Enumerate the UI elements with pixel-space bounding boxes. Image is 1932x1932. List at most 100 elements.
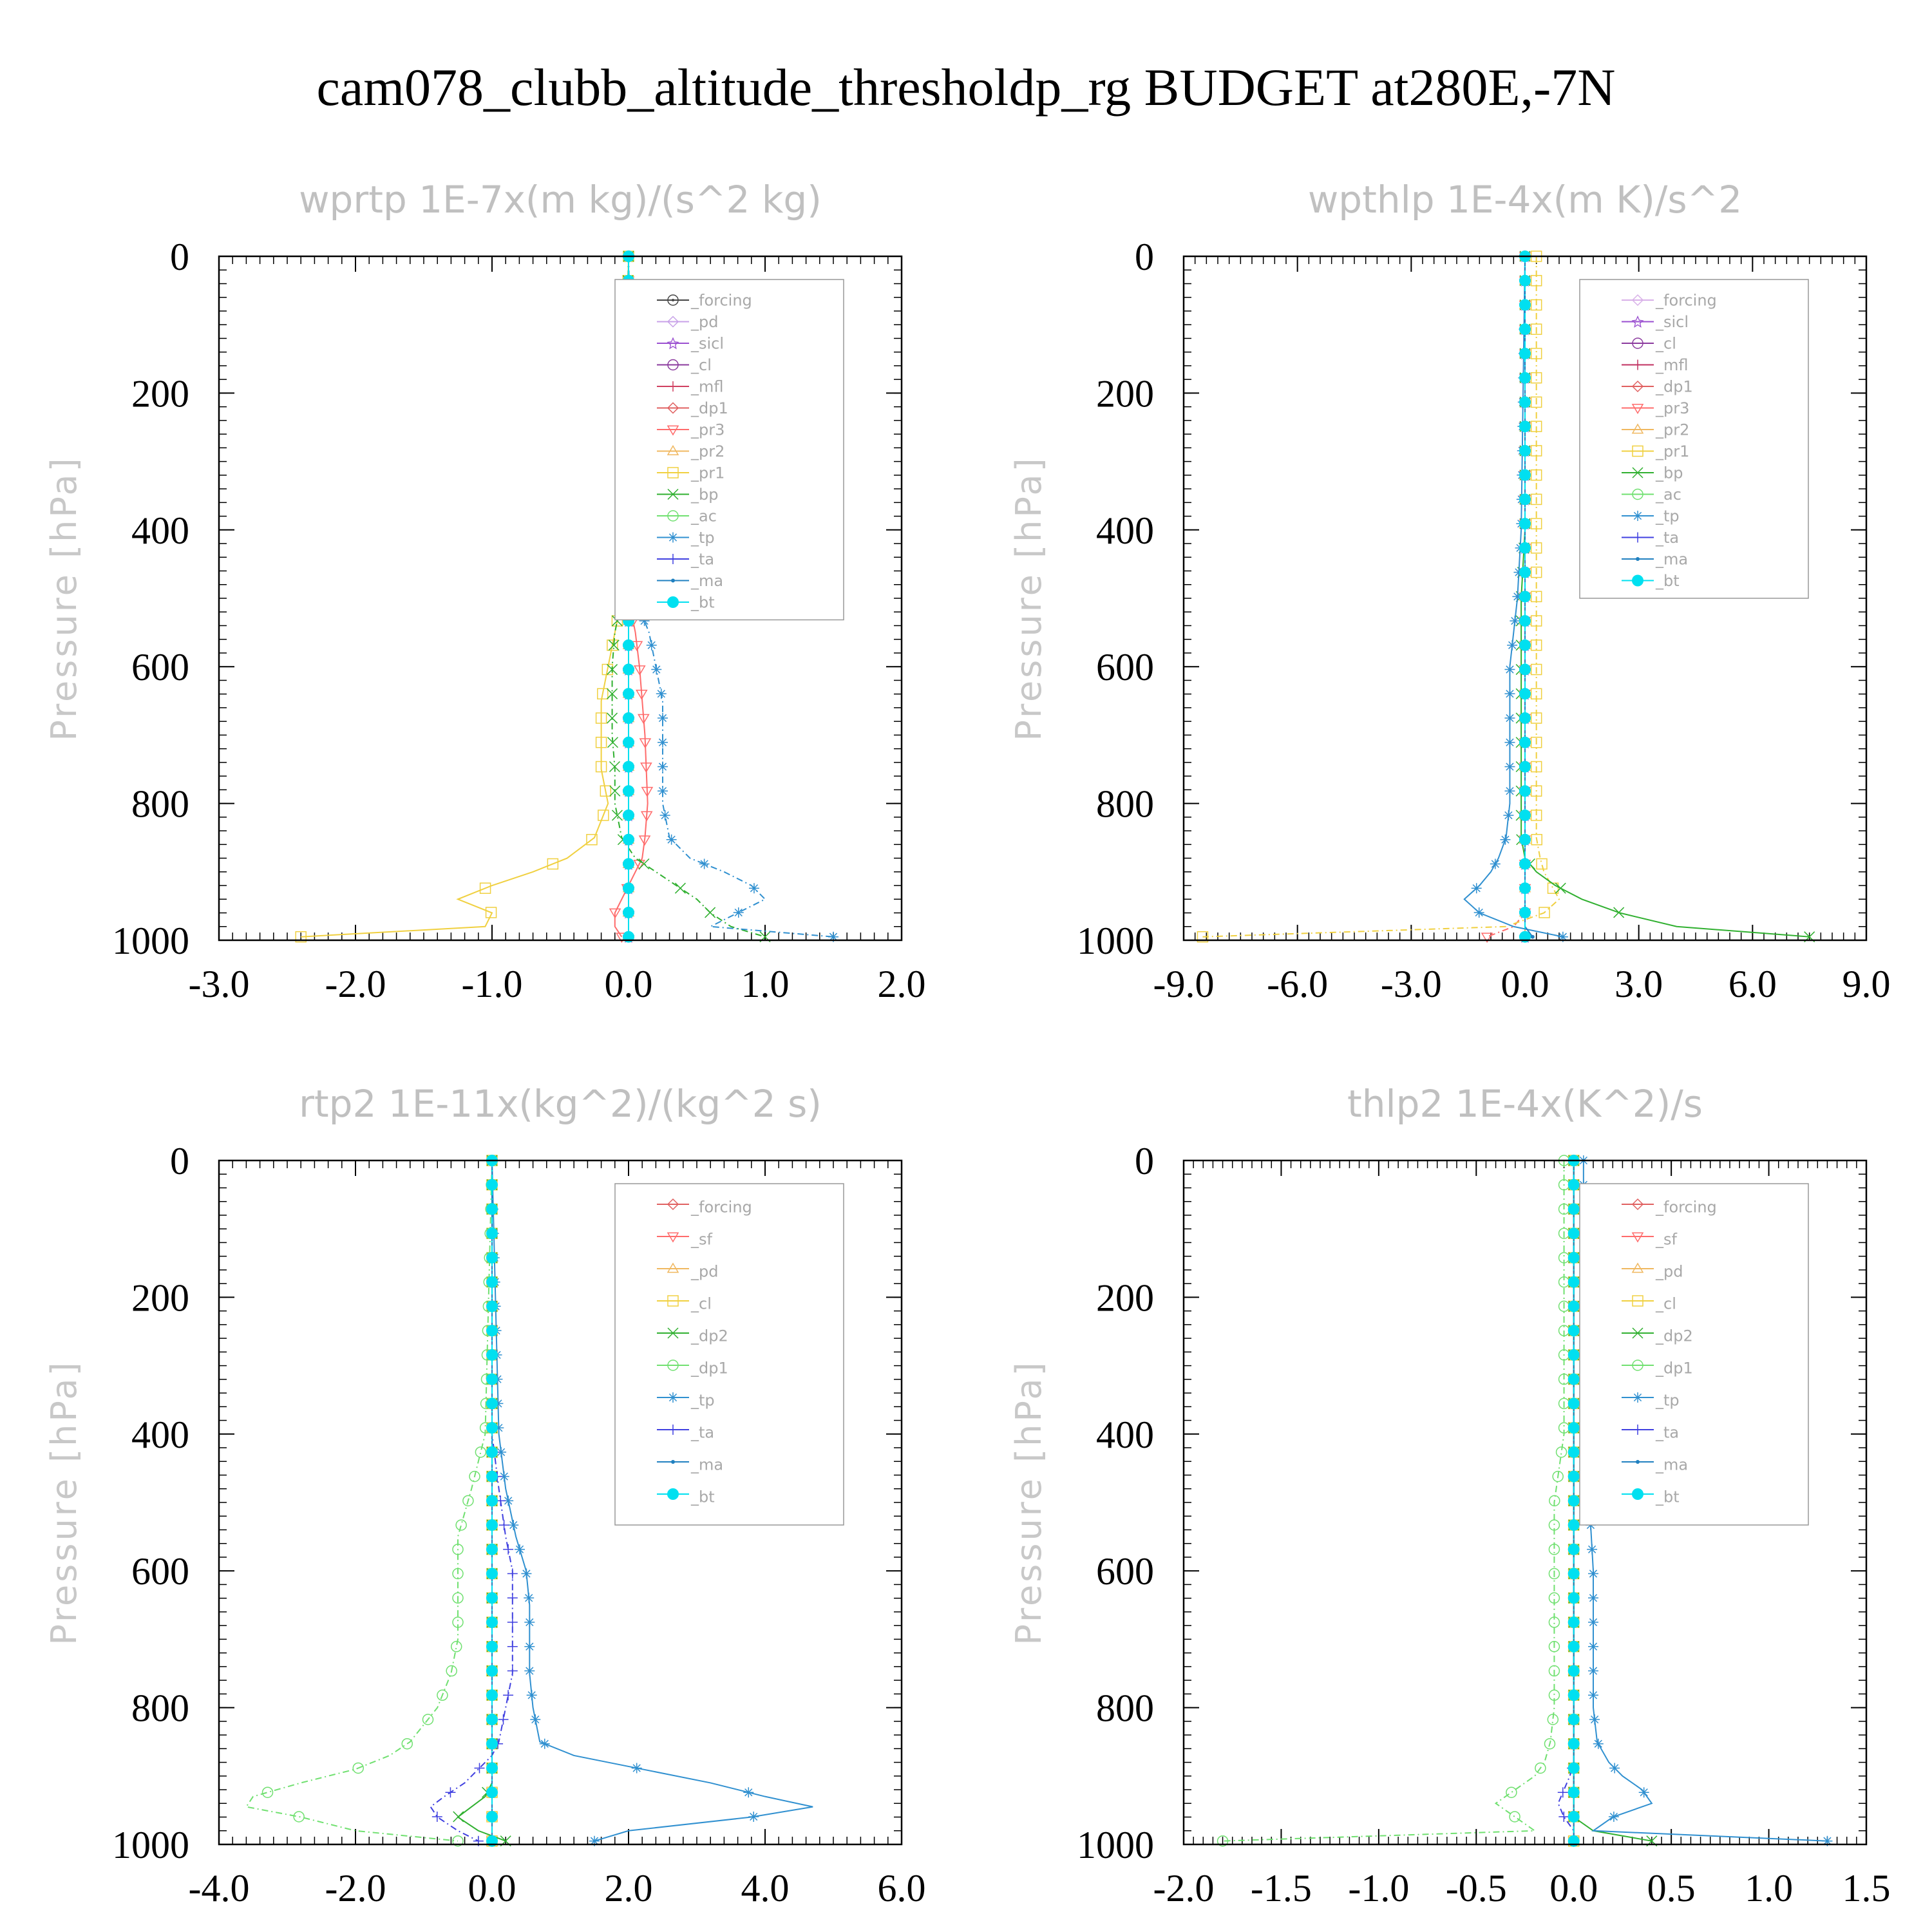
legend-marker — [1636, 1460, 1640, 1464]
legend-box — [614, 279, 844, 621]
data-point — [498, 1471, 509, 1482]
data-point — [1509, 1811, 1520, 1823]
data-point — [401, 1738, 413, 1750]
data-point — [640, 811, 653, 822]
series-tp — [1463, 251, 1568, 942]
legend-marker — [1631, 1232, 1644, 1243]
legend-item: _ta — [657, 550, 714, 568]
legend-marker — [1632, 1488, 1643, 1500]
data-point — [1638, 1787, 1649, 1798]
x-tick-label: 6.0 — [878, 1867, 926, 1909]
data-point — [623, 858, 634, 870]
legend-marker — [667, 1359, 679, 1371]
data-point — [1588, 1617, 1598, 1628]
x-tick-label: -0.5 — [1446, 1867, 1507, 1909]
x-tick-label: -2.0 — [325, 1867, 386, 1909]
data-point — [493, 1398, 504, 1409]
data-point — [486, 1179, 498, 1191]
data-point — [1555, 882, 1566, 894]
legend-label: _bp — [690, 486, 718, 504]
data-point — [1548, 1665, 1560, 1677]
legend-item: _dp1 — [1622, 1359, 1693, 1378]
data-point — [1567, 1738, 1580, 1750]
data-point — [658, 713, 668, 724]
data-point — [486, 1713, 498, 1725]
data-point — [1519, 421, 1531, 433]
data-point — [1530, 934, 1535, 939]
data-point — [646, 639, 657, 650]
legend-item: _mfl — [1622, 356, 1689, 374]
data-point — [486, 1738, 498, 1750]
legend-label: _forcing — [1655, 1198, 1717, 1217]
panel-title: wpthlp 1E-4x(m K)/s^2 — [1308, 178, 1742, 222]
y-tick-label: 1000 — [112, 1824, 189, 1866]
data-point — [445, 1787, 456, 1798]
data-point — [1549, 1495, 1560, 1507]
legend-label: _ta — [690, 550, 714, 568]
data-point — [1555, 1446, 1567, 1458]
data-point — [1500, 834, 1511, 845]
data-point — [1519, 542, 1531, 554]
data-point — [498, 1714, 509, 1725]
legend-item: _bt — [657, 1488, 715, 1506]
legend-item: _pr3 — [657, 421, 724, 439]
x-tick-label: -3.0 — [189, 963, 250, 1005]
legend-item: _forcing — [1622, 291, 1717, 309]
data-point — [623, 785, 634, 797]
x-tick-label: 0.0 — [1549, 1867, 1598, 1909]
legend-item: _ac — [657, 507, 717, 525]
data-point — [1197, 931, 1209, 943]
data-point — [1530, 761, 1542, 773]
legend-label: _bt — [690, 1488, 715, 1506]
y-tick-label: 1000 — [1077, 1824, 1154, 1866]
data-point — [1536, 858, 1548, 870]
legend-label: _ma — [690, 1456, 723, 1474]
legend-label: _cl — [1655, 1295, 1676, 1313]
data-point — [486, 1616, 498, 1629]
data-point — [638, 714, 650, 724]
data-point — [507, 1665, 518, 1676]
data-point — [743, 1787, 754, 1798]
data-point — [1519, 444, 1531, 457]
legend-item: _bp — [1622, 464, 1683, 482]
y-tick-label: 200 — [131, 1276, 189, 1319]
legend-marker — [667, 359, 679, 371]
data-point — [1557, 1787, 1568, 1798]
data-point — [1567, 1616, 1580, 1629]
data-point — [1519, 469, 1531, 481]
panel-2: wpthlp 1E-4x(m K)/s^2 Pressure [hPa] -9.0 -… — [1009, 178, 1891, 1005]
data-point — [1503, 810, 1514, 820]
data-point — [1217, 1835, 1229, 1847]
plot-frame — [1182, 1159, 1868, 1846]
legend-label: _tp — [1655, 1392, 1680, 1410]
data-point — [598, 810, 609, 821]
data-point — [1530, 396, 1542, 408]
data-point — [1519, 906, 1531, 918]
legend-item: _dp2 — [657, 1327, 728, 1345]
series-bt — [1519, 251, 1531, 943]
data-point — [1519, 639, 1531, 651]
data-point — [1519, 591, 1531, 603]
legend-box — [614, 1183, 844, 1526]
legend-label: _tp — [1655, 507, 1680, 525]
legend-label: _pr1 — [1655, 442, 1689, 460]
legend-label: _sf — [690, 1231, 713, 1249]
legend-label: _forcing — [690, 291, 752, 309]
legend-box — [1579, 279, 1809, 599]
data-point — [1567, 1713, 1580, 1725]
data-point — [486, 1592, 498, 1604]
data-point — [352, 1762, 365, 1774]
legend-label: _ta — [690, 1424, 714, 1442]
data-point — [623, 688, 634, 700]
data-point — [630, 641, 643, 652]
data-point — [607, 639, 618, 651]
y-tick-label: 800 — [131, 783, 189, 826]
legend-marker — [671, 578, 675, 583]
data-point — [1567, 1227, 1580, 1240]
x-tick-label: -6.0 — [1267, 963, 1328, 1005]
data-point — [453, 1811, 464, 1823]
series-group — [1217, 1154, 1833, 1848]
legend-label: _bt — [1655, 572, 1680, 590]
x-tick-label: 1.5 — [1842, 1867, 1891, 1909]
legend-marker — [667, 467, 679, 478]
